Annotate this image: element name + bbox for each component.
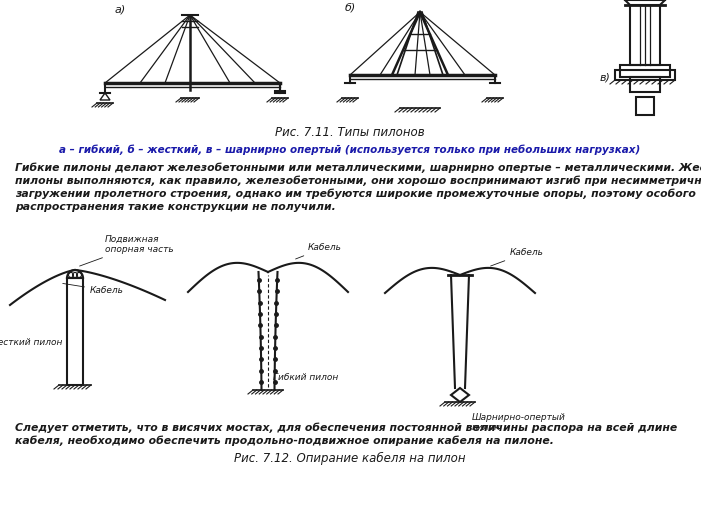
Text: Шарнирно-опертый
пилон: Шарнирно-опертый пилон — [472, 413, 566, 433]
Text: а): а) — [115, 4, 126, 14]
Text: Рис. 7.11. Типы пилонов: Рис. 7.11. Типы пилонов — [275, 127, 425, 140]
Text: Кабель: Кабель — [491, 248, 544, 266]
Text: Рис. 7.12. Опирание кабеля на пилон: Рис. 7.12. Опирание кабеля на пилон — [234, 452, 465, 465]
Text: Жесткий пилон: Жесткий пилон — [0, 338, 63, 347]
Bar — [630, 5, 660, 65]
Text: Гибкие пилоны делают железобетонными или металлическими, шарнирно опертые – мета: Гибкие пилоны делают железобетонными или… — [15, 163, 701, 173]
Text: пилоны выполняются, как правило, железобетонными, они хорошо воспринимают изгиб : пилоны выполняются, как правило, железоб… — [15, 176, 701, 186]
Text: Подвижная
опорная часть: Подвижная опорная часть — [80, 235, 174, 266]
Bar — [67, 278, 83, 385]
Bar — [630, 77, 660, 92]
Text: Кабель: Кабель — [296, 243, 342, 259]
Text: Кабель: Кабель — [63, 283, 124, 295]
Text: Гибкий пилон: Гибкий пилон — [273, 373, 339, 383]
Text: б): б) — [345, 2, 356, 12]
Bar — [636, 97, 654, 115]
Text: распространения такие конструкции не получили.: распространения такие конструкции не пол… — [15, 202, 336, 212]
Text: кабеля, необходимо обеспечить продольно-подвижное опирание кабеля на пилоне.: кабеля, необходимо обеспечить продольно-… — [15, 436, 554, 447]
Text: загружении пролетного строения, однако им требуются широкие промежуточные опоры,: загружении пролетного строения, однако и… — [15, 189, 696, 199]
Bar — [615, 70, 675, 80]
Text: в): в) — [600, 72, 611, 82]
Text: Следует отметить, что в висячих мостах, для обеспечения постоянной величины расп: Следует отметить, что в висячих мостах, … — [15, 423, 677, 433]
Text: а – гибкий, б – жесткий, в – шарнирно опертый (используется только при небольших: а – гибкий, б – жесткий, в – шарнирно оп… — [60, 145, 641, 155]
Bar — [620, 65, 670, 77]
